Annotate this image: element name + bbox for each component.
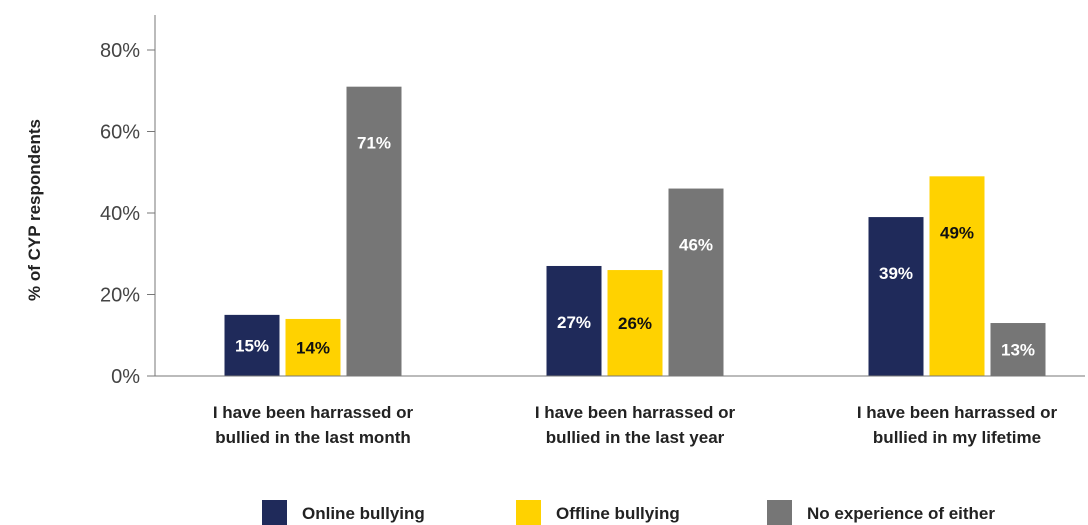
bar-data-label: 39% (879, 264, 913, 283)
x-category-label: I have been harrassed or bullied in my li… (857, 403, 1058, 447)
x-category-label-line: I have been harrassed or (857, 403, 1058, 422)
x-category-label-line: I have been harrassed or (213, 403, 414, 422)
bar (607, 270, 663, 376)
y-tick-label: 60% (100, 122, 140, 144)
y-tick-label: 40% (100, 203, 140, 225)
bar-data-label: 14% (296, 338, 330, 357)
bar (929, 176, 985, 376)
y-tick-label: 20% (100, 285, 140, 307)
bars: 15% 14% 71% 27% 26% 46% 39% 49% 13% (224, 86, 1046, 377)
y-tick-label: 0% (111, 366, 140, 388)
legend: Online bullying Offline bullying No experi… (262, 500, 995, 525)
bar-data-label: 71% (357, 134, 391, 153)
bar-data-label: 13% (1001, 341, 1035, 360)
legend-swatch (262, 500, 287, 525)
bar (346, 86, 402, 377)
bar (546, 265, 602, 376)
legend-swatch (516, 500, 541, 525)
y-axis-title-group: % of CYP respondents (25, 119, 44, 301)
x-axis: I have been harrassed or bullied in the l… (155, 375, 1085, 447)
bar-data-label: 46% (679, 236, 713, 255)
bar (285, 318, 341, 376)
x-category-label: I have been harrassed or bullied in the l… (213, 403, 414, 447)
x-category-label-line: bullied in my lifetime (873, 428, 1041, 447)
x-category-label-line: bullied in the last year (546, 428, 725, 447)
y-axis: 0% 20% 40% 60% 80% (100, 15, 156, 388)
legend-label: No experience of either (807, 504, 995, 523)
bar (224, 314, 280, 376)
bar (990, 323, 1046, 376)
bar-data-label: 26% (618, 314, 652, 333)
x-category-label: I have been harrassed or bullied in the l… (535, 403, 736, 447)
legend-label: Online bullying (302, 504, 425, 523)
x-category-label-line: bullied in the last month (215, 428, 411, 447)
bar-data-label: 27% (557, 313, 591, 332)
bar (668, 188, 724, 376)
x-category-label-line: I have been harrassed or (535, 403, 736, 422)
y-axis-title: % of CYP respondents (25, 119, 44, 301)
y-tick-label: 80% (100, 40, 140, 62)
legend-swatch (767, 500, 792, 525)
bar (868, 217, 924, 376)
bar-data-label: 15% (235, 336, 269, 355)
legend-label: Offline bullying (556, 504, 680, 523)
bar-data-label: 49% (940, 223, 974, 242)
